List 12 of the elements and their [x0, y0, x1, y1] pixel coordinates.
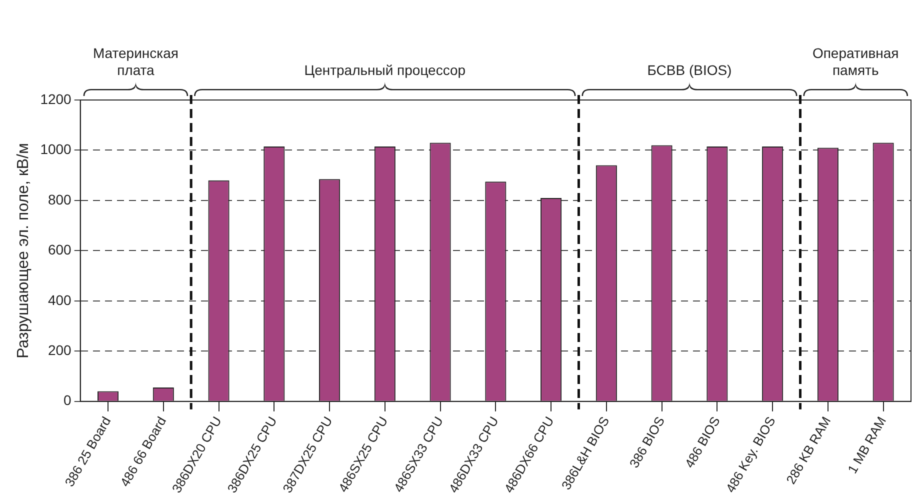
y-axis-title: Разрушающее эл. поле, кВ/м — [15, 142, 32, 358]
y-tick-label: 1000 — [40, 141, 72, 158]
y-tick-label: 600 — [48, 242, 72, 258]
y-tick-label: 200 — [48, 342, 72, 358]
y-tick-label: 400 — [48, 292, 72, 308]
text: Оперативная память — [811, 45, 900, 79]
text: Материнская плата — [92, 45, 180, 79]
y-tick-label: 1200 — [40, 90, 72, 107]
y-tick-label: 0 — [64, 392, 72, 408]
text: БСВВ (BIOS) — [646, 62, 733, 79]
y-tick-label: 800 — [48, 191, 72, 208]
text: Центральный процессор — [303, 62, 467, 79]
